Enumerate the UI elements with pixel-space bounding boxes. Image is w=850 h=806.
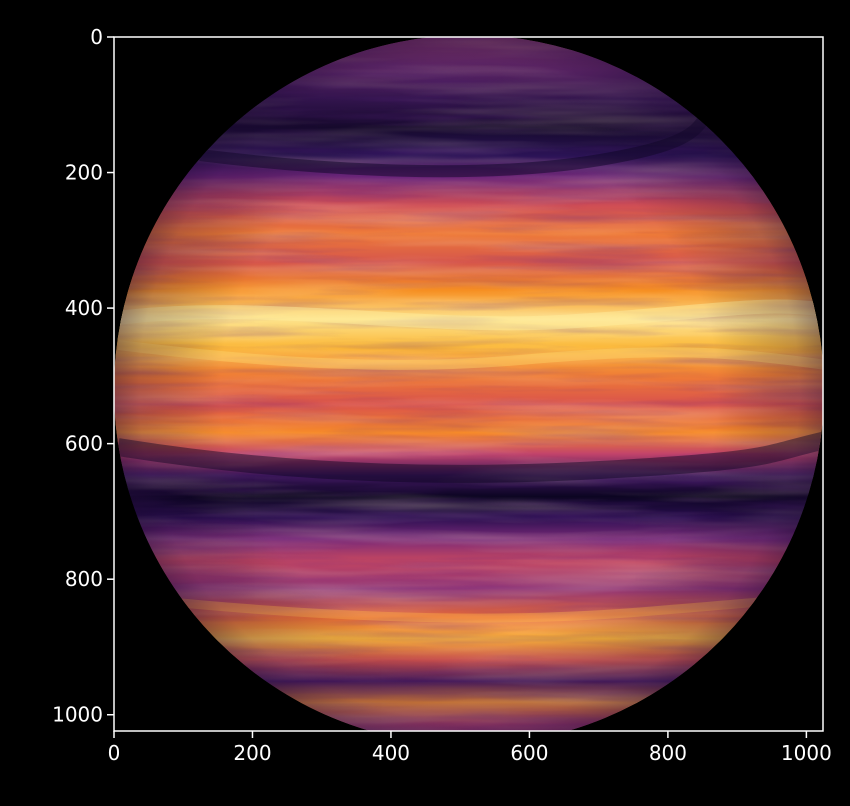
y-tick-label: 600 [65,432,103,456]
x-tick-label: 200 [233,741,271,765]
y-tick-label: 200 [65,161,103,185]
y-tick-label: 800 [65,567,103,591]
axes-frame [113,36,824,732]
y-tick-label: 0 [90,25,103,49]
x-axis: 0 200 400 600 800 1000 [108,731,832,765]
y-tick-label: 400 [65,296,103,320]
planet-disk [114,37,823,731]
x-tick-label: 1000 [781,741,832,765]
plot-image [114,37,823,731]
y-axis: 0 200 400 600 800 1000 [52,25,114,727]
x-tick-label: 0 [108,741,121,765]
x-tick-label: 400 [372,741,410,765]
y-tick-label: 1000 [52,703,103,727]
x-tick-label: 800 [649,741,687,765]
x-tick-label: 600 [510,741,548,765]
